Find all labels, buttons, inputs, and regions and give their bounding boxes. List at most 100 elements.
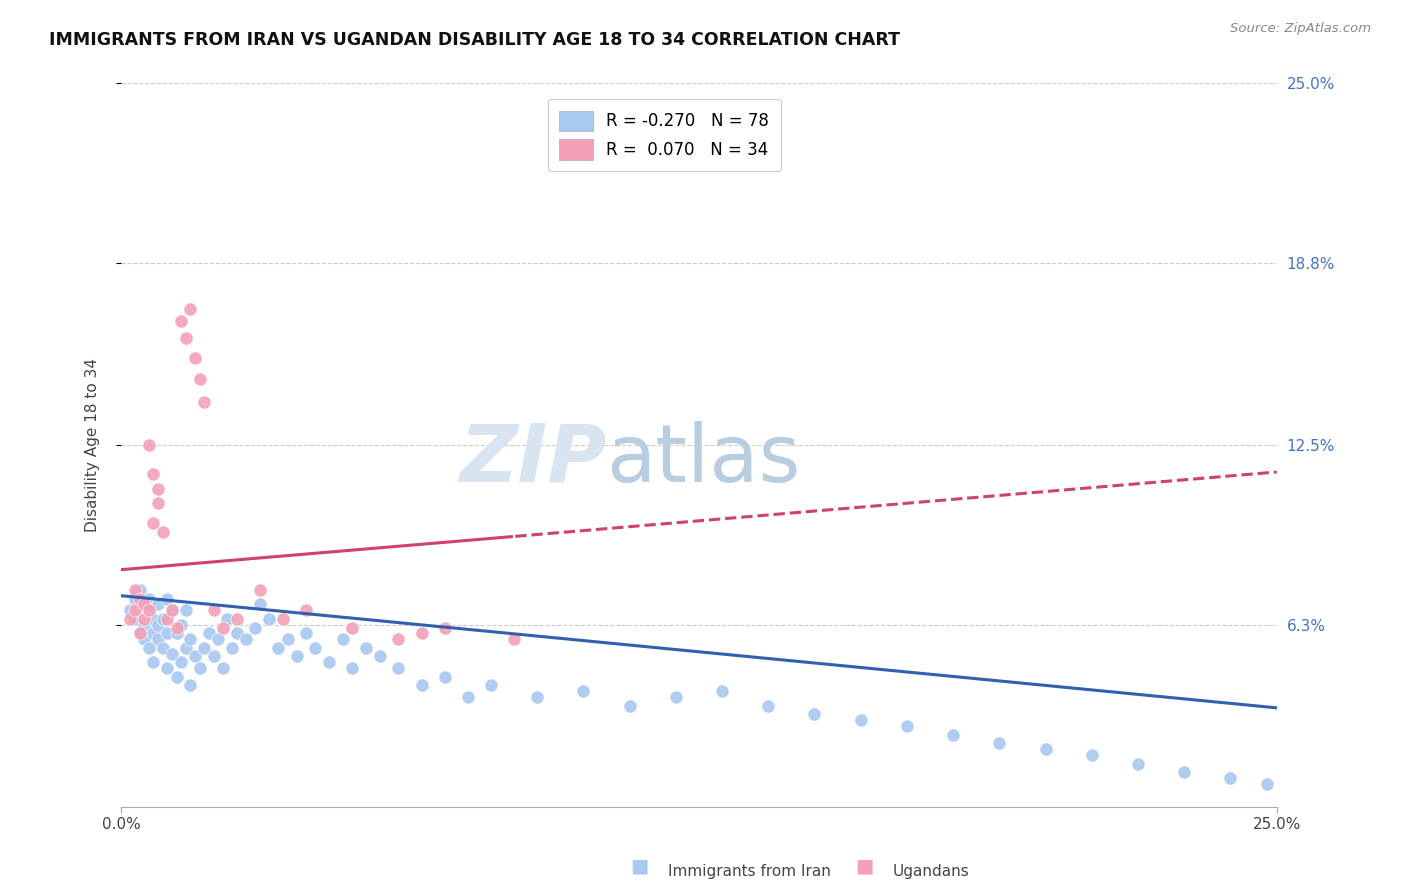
Point xyxy=(142,655,165,669)
Point xyxy=(138,438,160,452)
Point xyxy=(124,591,146,606)
Point xyxy=(193,394,215,409)
Point xyxy=(142,612,165,626)
Point xyxy=(235,632,257,647)
Point xyxy=(711,684,734,698)
Text: atlas: atlas xyxy=(606,421,801,499)
Point xyxy=(160,603,183,617)
Point xyxy=(124,612,146,626)
Point xyxy=(411,678,433,692)
Point xyxy=(665,690,688,704)
Point xyxy=(479,678,502,692)
Legend: R = -0.270   N = 78, R =  0.070   N = 34: R = -0.270 N = 78, R = 0.070 N = 34 xyxy=(548,99,780,171)
Point xyxy=(179,678,201,692)
Text: Source: ZipAtlas.com: Source: ZipAtlas.com xyxy=(1230,22,1371,36)
Point xyxy=(174,640,197,655)
Point xyxy=(387,661,409,675)
Point xyxy=(156,661,179,675)
Point xyxy=(170,655,193,669)
Text: Ugandans: Ugandans xyxy=(893,864,970,879)
Point xyxy=(188,661,211,675)
Y-axis label: Disability Age 18 to 34: Disability Age 18 to 34 xyxy=(86,359,100,533)
Point xyxy=(803,707,825,722)
Point xyxy=(257,612,280,626)
Point xyxy=(411,626,433,640)
Point xyxy=(249,598,271,612)
Point xyxy=(942,728,965,742)
Point xyxy=(156,626,179,640)
Point xyxy=(368,649,391,664)
Point xyxy=(146,598,169,612)
Text: ■: ■ xyxy=(630,856,650,875)
Point xyxy=(134,632,156,647)
Point xyxy=(243,621,266,635)
Point xyxy=(166,626,188,640)
Point xyxy=(152,640,174,655)
Point xyxy=(202,649,225,664)
Point xyxy=(849,713,872,727)
Point xyxy=(572,684,595,698)
Point xyxy=(1173,765,1195,780)
Point xyxy=(152,524,174,539)
Point xyxy=(188,371,211,385)
Point xyxy=(134,612,156,626)
Point xyxy=(202,603,225,617)
Text: Immigrants from Iran: Immigrants from Iran xyxy=(668,864,831,879)
Point xyxy=(988,736,1011,750)
Point xyxy=(142,467,165,482)
Point xyxy=(184,351,207,366)
Point xyxy=(342,621,364,635)
Point xyxy=(128,582,150,597)
Point xyxy=(166,670,188,684)
Point xyxy=(179,302,201,317)
Point xyxy=(526,690,548,704)
Point xyxy=(142,516,165,531)
Point xyxy=(318,655,340,669)
Point xyxy=(217,612,239,626)
Point xyxy=(138,591,160,606)
Point xyxy=(332,632,354,647)
Point xyxy=(271,612,294,626)
Point xyxy=(128,591,150,606)
Text: IMMIGRANTS FROM IRAN VS UGANDAN DISABILITY AGE 18 TO 34 CORRELATION CHART: IMMIGRANTS FROM IRAN VS UGANDAN DISABILI… xyxy=(49,31,900,49)
Point xyxy=(896,719,918,733)
Point xyxy=(146,482,169,496)
Text: ZIP: ZIP xyxy=(460,421,606,499)
Point xyxy=(285,649,308,664)
Point xyxy=(619,698,641,713)
Point xyxy=(142,626,165,640)
Point xyxy=(304,640,326,655)
Point xyxy=(174,603,197,617)
Point xyxy=(277,632,299,647)
Point xyxy=(211,621,233,635)
Point xyxy=(128,626,150,640)
Point xyxy=(1256,777,1278,791)
Point xyxy=(221,640,243,655)
Point xyxy=(295,626,318,640)
Point xyxy=(295,603,318,617)
Point xyxy=(433,621,456,635)
Point xyxy=(1081,747,1104,762)
Point xyxy=(120,612,142,626)
Point xyxy=(138,603,160,617)
Point xyxy=(387,632,409,647)
Point xyxy=(193,640,215,655)
Text: ■: ■ xyxy=(855,856,875,875)
Point xyxy=(267,640,290,655)
Point xyxy=(120,603,142,617)
Point xyxy=(160,647,183,661)
Point xyxy=(249,582,271,597)
Point xyxy=(160,603,183,617)
Point xyxy=(225,626,247,640)
Point xyxy=(756,698,779,713)
Point xyxy=(211,661,233,675)
Point xyxy=(156,612,179,626)
Point xyxy=(124,603,146,617)
Point xyxy=(146,617,169,632)
Point xyxy=(138,603,160,617)
Point xyxy=(134,617,156,632)
Point xyxy=(207,632,229,647)
Point xyxy=(342,661,364,675)
Point xyxy=(1035,742,1057,756)
Point xyxy=(354,640,377,655)
